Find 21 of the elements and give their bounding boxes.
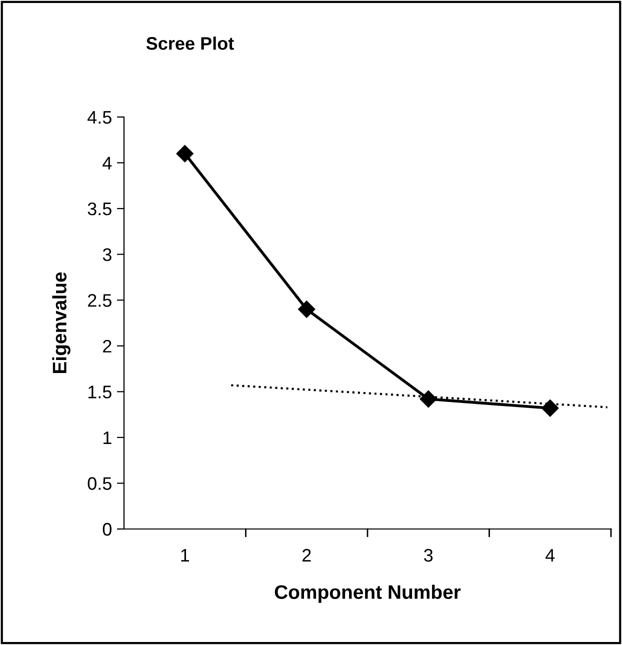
- y-tick-label: 0.5: [88, 477, 112, 490]
- point: [176, 145, 194, 162]
- x-tick-label: 4: [546, 549, 555, 562]
- y-tick-label: 2.5: [88, 294, 112, 307]
- point: [298, 300, 316, 318]
- x-tick-label: 3: [424, 548, 433, 562]
- y-tick-label: 4: [102, 156, 112, 170]
- y-tick-label: 3.5: [88, 202, 112, 216]
- chart-title: Scree Plot: [146, 36, 234, 50]
- y-tick-label: 1: [104, 432, 112, 444]
- y-tick-label: 0: [102, 522, 112, 536]
- point: [420, 390, 437, 408]
- y-tick-label: 2: [103, 340, 112, 352]
- point: [542, 400, 559, 417]
- y-tick-label: 4.5: [88, 111, 112, 124]
- y-axis-title: Eigenvalue: [52, 272, 70, 374]
- y-tick-label: 3: [102, 248, 112, 262]
- y-tick-label: 1.5: [88, 386, 112, 398]
- x-axis-title: Component Number: [274, 584, 461, 603]
- x-tick-label: 2: [302, 548, 311, 562]
- x-tick-label: 1: [181, 549, 190, 562]
